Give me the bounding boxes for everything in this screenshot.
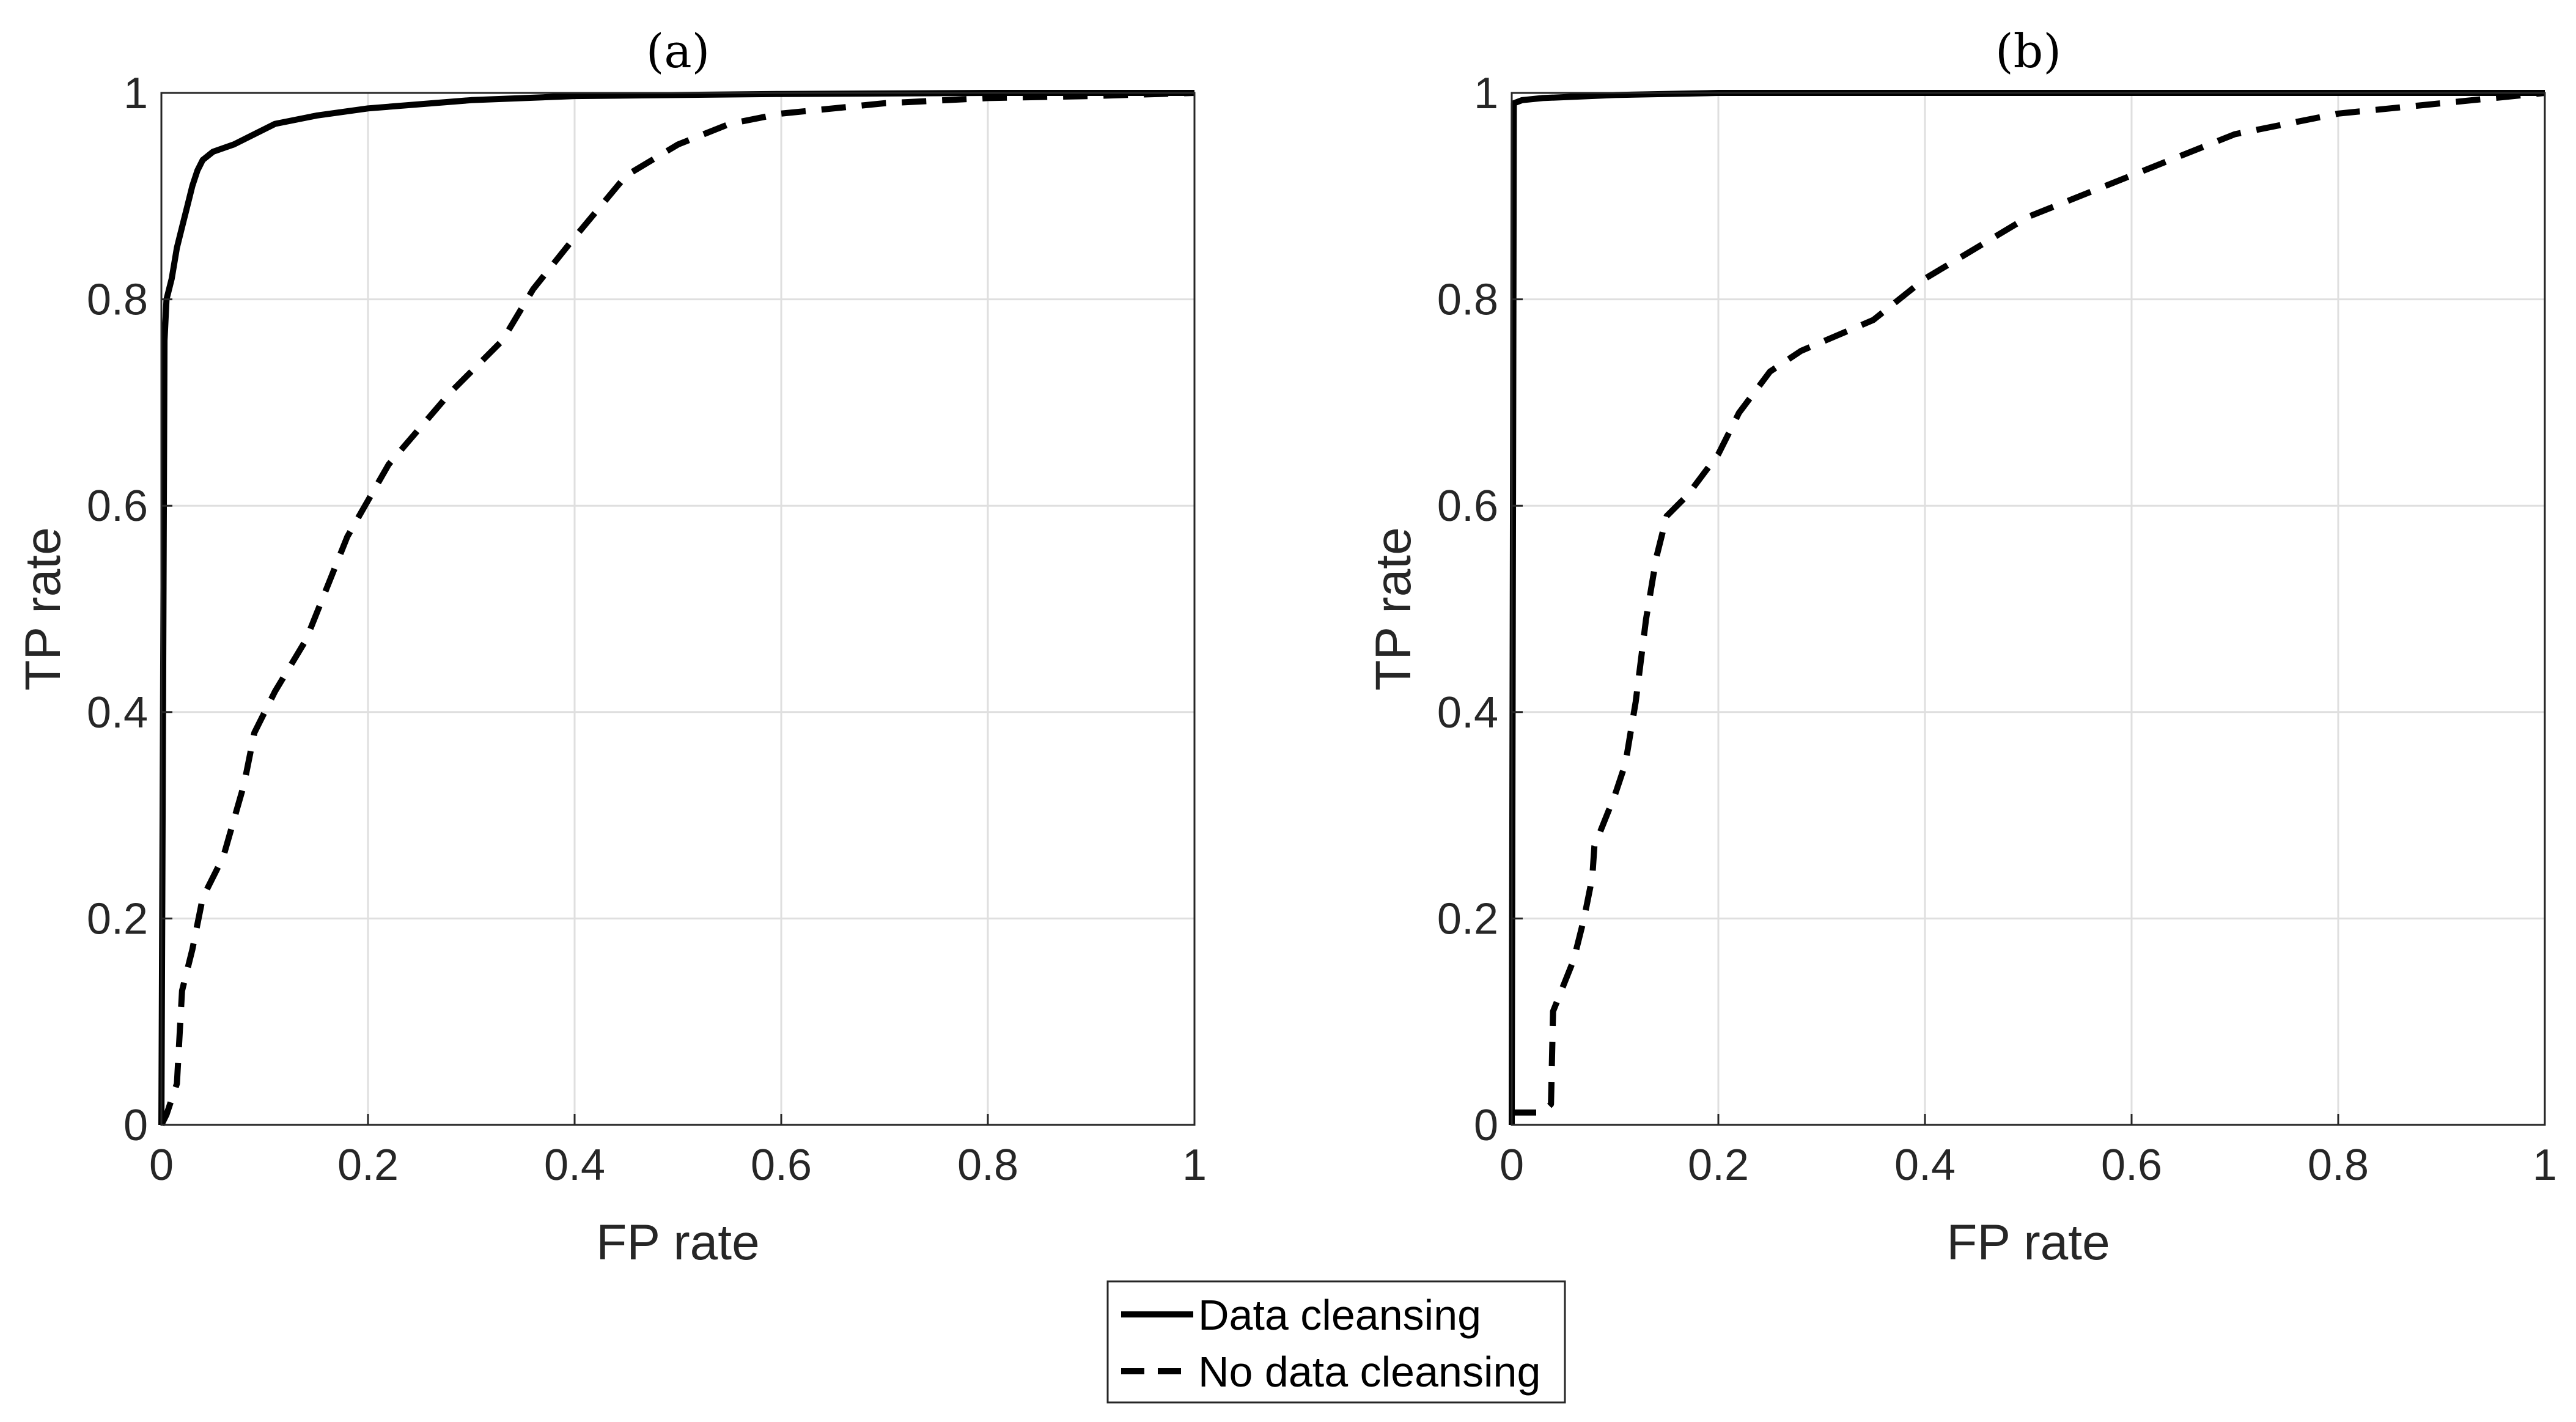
x-tick-label: 1 — [1182, 1141, 1207, 1190]
y-tick-label: 0.4 — [1437, 688, 1498, 737]
legend: Data cleansing No data cleansing — [1106, 1280, 1566, 1404]
y-tick-label: 1 — [1474, 69, 1498, 118]
legend-label-no-data-cleansing: No data cleansing — [1198, 1348, 1540, 1396]
panel-b-plot-area — [1512, 93, 2545, 1125]
legend-label-data-cleansing: Data cleansing — [1198, 1291, 1481, 1339]
y-tick-label: 1 — [123, 69, 148, 118]
y-tick-label: 0.8 — [1437, 276, 1498, 325]
y-tick-label: 0.6 — [1437, 482, 1498, 531]
x-tick-label: 0.8 — [2308, 1141, 2369, 1190]
panel-a-plot-area — [161, 93, 1194, 1125]
x-tick-label: 0.6 — [751, 1141, 812, 1190]
series-no-data-cleansing — [158, 90, 1195, 1127]
panel-a-lines — [158, 90, 1195, 1127]
panel-b-axes-box — [1511, 92, 2546, 1126]
y-tick-label: 0.2 — [1437, 894, 1498, 943]
x-tick-label: 0.8 — [957, 1141, 1018, 1190]
panel-a-y-ticks: 0 0.2 0.4 0.6 0.8 1 — [87, 69, 172, 1150]
y-tick-label: 0 — [123, 1101, 148, 1150]
x-tick-label: 0.2 — [337, 1141, 399, 1190]
x-tick-label: 0.4 — [544, 1141, 605, 1190]
y-tick-label: 0.6 — [87, 482, 148, 531]
panel-b-x-axis-label: FP rate — [1946, 1215, 2110, 1270]
panel-a-y-axis-label: TP rate — [15, 527, 71, 690]
x-tick-label: 0 — [149, 1141, 174, 1190]
y-tick-label: 0.2 — [87, 894, 148, 943]
panel-a-grid — [160, 92, 1196, 1126]
panel-a-x-ticks: 0 0.2 0.4 0.6 0.8 1 — [149, 1114, 1207, 1190]
panel-b-y-ticks: 0 0.2 0.4 0.6 0.8 1 — [1437, 69, 1523, 1150]
series-data-cleansing — [158, 90, 1194, 1125]
panel-b-y-axis-label: TP rate — [1366, 527, 1421, 690]
y-tick-label: 0.8 — [87, 276, 148, 325]
legend-box — [1106, 1280, 1566, 1404]
x-tick-label: 0.4 — [1894, 1141, 1956, 1190]
x-tick-label: 0.2 — [1688, 1141, 1749, 1190]
panel-a-axes-box — [160, 92, 1196, 1126]
y-tick-label: 0 — [1474, 1101, 1498, 1150]
panel-a-title: (a) — [646, 24, 710, 78]
x-tick-label: 1 — [2533, 1141, 2557, 1190]
x-tick-label: 0 — [1500, 1141, 1524, 1190]
panel-b: 0 0.2 0.4 0.6 0.8 1 0 0.2 0.4 0.6 0.8 1 (b) FP rat… — [1366, 24, 2557, 1270]
y-tick-label: 0.4 — [87, 688, 148, 737]
panel-b-title: (b) — [1995, 24, 2061, 78]
series-no-data-cleansing — [1512, 90, 2545, 1116]
panel-a-x-axis-label: FP rate — [596, 1215, 759, 1270]
panel-a: 0 0.2 0.4 0.6 0.8 1 0 0.2 0.4 0.6 0.8 1 (a) FP rat… — [15, 24, 1207, 1270]
x-tick-label: 0.6 — [2101, 1141, 2162, 1190]
panel-b-x-ticks: 0 0.2 0.4 0.6 0.8 1 — [1500, 1114, 2557, 1190]
